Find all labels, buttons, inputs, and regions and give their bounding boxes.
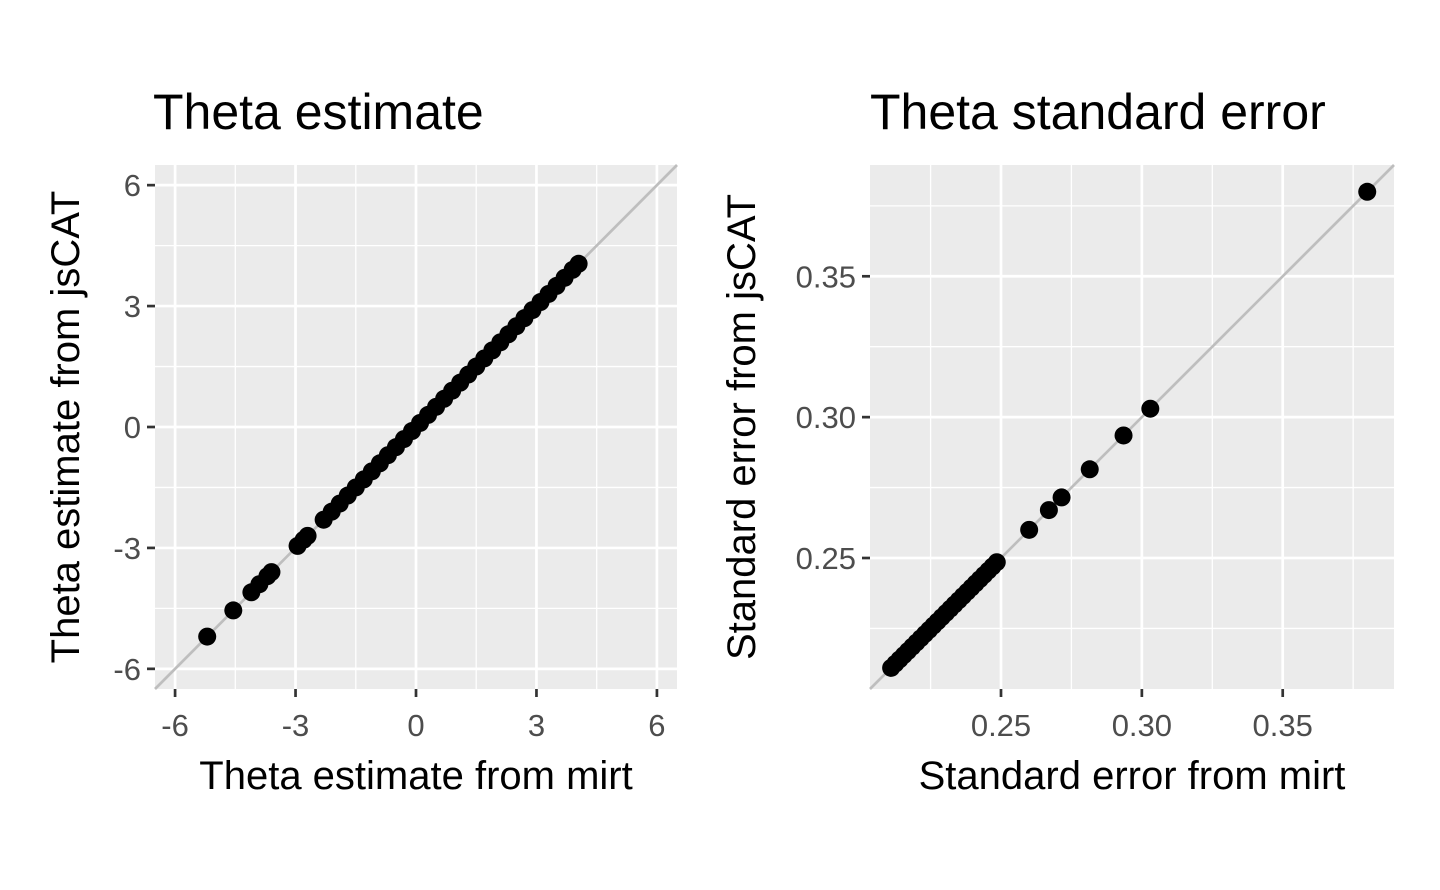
data-point	[1080, 460, 1099, 479]
x-tick-label: 0.30	[1112, 708, 1172, 743]
y-tick-label: 0.30	[796, 400, 856, 435]
grid	[870, 165, 1394, 689]
data-points	[882, 182, 1377, 677]
data-point	[198, 627, 217, 646]
data-point	[224, 601, 243, 620]
x-axis-title: Theta estimate from mirt	[199, 754, 632, 798]
data-point	[1039, 501, 1058, 520]
data-point	[569, 254, 588, 273]
y-tick-label: 6	[124, 168, 141, 203]
data-point	[298, 526, 317, 545]
data-point	[1141, 399, 1160, 418]
x-tick-label: -6	[161, 708, 189, 743]
x-tick-label: 0.35	[1253, 708, 1313, 743]
x-tick-label: 0	[407, 708, 424, 743]
x-tick-label: 3	[528, 708, 545, 743]
y-tick-label: -6	[113, 652, 141, 687]
y-tick-label: 0.35	[796, 259, 856, 294]
y-axis-title: Theta estimate from jsCAT	[44, 191, 88, 664]
y-tick-label: 0.25	[796, 541, 856, 576]
x-axis-title: Standard error from mirt	[919, 754, 1346, 798]
chart-title: Theta estimate	[153, 84, 484, 140]
x-tick-label: -3	[282, 708, 310, 743]
x-tick-label: 6	[648, 708, 665, 743]
data-point	[1052, 488, 1071, 507]
data-point	[1020, 520, 1039, 539]
y-tick-label: 0	[124, 410, 141, 445]
axis-ticks: 0.25 0.30 0.35 0.25 0.30 0.35	[796, 259, 1313, 743]
theta-standard-error-panel: Theta standard error 0.25 0.30 0.35 0.25 0.3…	[720, 84, 1395, 798]
data-point	[262, 563, 281, 582]
y-axis-title: Standard error from jsCAT	[720, 194, 764, 660]
y-tick-label: -3	[113, 531, 141, 566]
theta-estimate-panel: Theta estimate -6 -3 0 3 6 -6 -3 0 3 6 Theta esti…	[44, 84, 678, 798]
x-tick-label: 0.25	[971, 708, 1031, 743]
data-points	[198, 254, 588, 646]
data-point	[1358, 182, 1377, 201]
data-point	[1114, 426, 1133, 445]
chart-title: Theta standard error	[870, 84, 1326, 140]
y-tick-label: 3	[124, 289, 141, 324]
axis-ticks: -6 -3 0 3 6 -6 -3 0 3 6	[113, 168, 665, 743]
data-point	[987, 553, 1006, 572]
